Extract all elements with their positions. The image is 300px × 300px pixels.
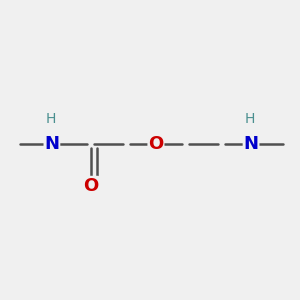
Text: N: N [244,135,259,153]
Text: O: O [148,135,164,153]
Text: O: O [83,177,98,195]
Text: H: H [45,112,56,126]
Text: H: H [244,112,255,126]
Text: N: N [44,135,59,153]
